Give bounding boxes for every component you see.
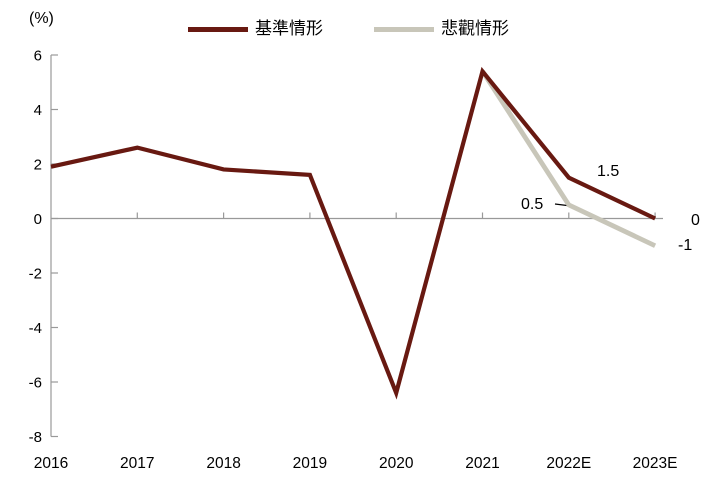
x-tick-label: 2020 [379, 455, 414, 472]
data-label-pessimistic-2023: -1 [678, 237, 693, 254]
x-tick-label: 2016 [34, 455, 68, 472]
series-line-pessimistic [480, 70, 657, 248]
y-tick-label: 4 [34, 102, 42, 119]
data-label-pessimistic-2022: 0.5 [521, 196, 544, 213]
y-tick-label: 2 [34, 157, 42, 174]
legend-label-pessimistic: 悲觀情形 [441, 19, 509, 38]
baseline-line-swatch-icon [188, 26, 248, 32]
y-tick-label: 0 [34, 211, 42, 228]
series-line-baseline [50, 66, 656, 400]
x-tick-label: 2022E [546, 455, 591, 472]
y-tick-label: -8 [29, 429, 42, 446]
x-tick-label: 2023E [633, 455, 678, 472]
y-axis-unit-label: (%) [29, 10, 54, 27]
pessimistic-line-swatch-icon [374, 26, 434, 32]
legend-item-baseline: 基準情形 [188, 19, 323, 39]
data-label-baseline-2023: 0 [691, 212, 700, 229]
x-tick-label: 2017 [120, 455, 154, 472]
legend-label-baseline: 基準情形 [255, 19, 323, 38]
x-tick-label: 2021 [465, 455, 499, 472]
y-tick-label: -4 [29, 320, 42, 337]
data-label-baseline-2022: 1.5 [597, 163, 620, 180]
legend-item-pessimistic: 悲觀情形 [374, 19, 509, 39]
x-tick-label: 2019 [293, 455, 327, 472]
x-tick-label: 2018 [206, 455, 240, 472]
y-tick-label: -6 [29, 375, 42, 392]
y-tick-label: -2 [29, 266, 42, 283]
y-tick-label: 6 [34, 48, 42, 65]
